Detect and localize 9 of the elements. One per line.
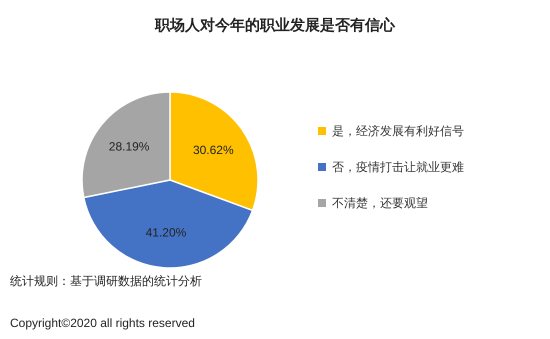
legend-label: 是，经济发展有利好信号 bbox=[332, 124, 464, 138]
data-label: 28.19% bbox=[108, 140, 150, 154]
text: 统计规则：基于调研数据的统计分析 bbox=[10, 274, 202, 288]
data-label: 41.20% bbox=[146, 226, 187, 240]
text: Copyright©2020 all rights reserved bbox=[10, 316, 195, 330]
chart-title: 职场人对今年的职业发展是否有信心 bbox=[154, 16, 396, 34]
legend-label: 否，疫情打击让就业更难 bbox=[332, 160, 464, 174]
legend-label: 不清楚，还要观望 bbox=[332, 196, 428, 210]
data-label: 30.62% bbox=[192, 142, 234, 157]
